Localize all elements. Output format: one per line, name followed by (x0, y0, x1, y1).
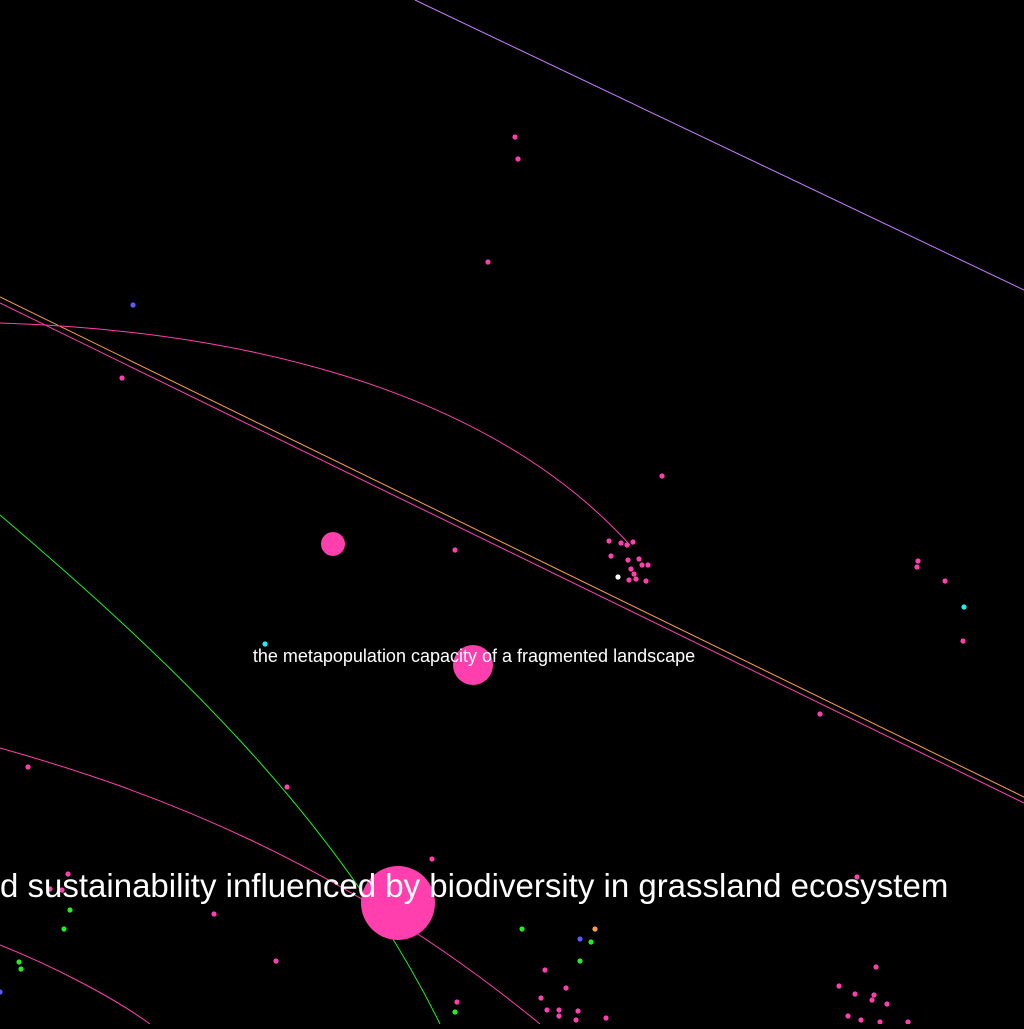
node-small[interactable] (914, 564, 920, 570)
node-small[interactable] (845, 1013, 851, 1019)
node-small[interactable] (628, 566, 634, 572)
node-small[interactable] (577, 958, 583, 964)
node-metapopulation[interactable] (453, 645, 493, 685)
node-small[interactable] (515, 156, 521, 162)
node-small[interactable] (556, 1013, 562, 1019)
node-small[interactable] (817, 711, 823, 717)
node-small[interactable] (130, 302, 136, 308)
node-small[interactable] (618, 540, 624, 546)
node-small[interactable] (852, 991, 858, 997)
node-small[interactable] (869, 997, 875, 1003)
node-small[interactable] (556, 1007, 562, 1013)
edge-violet (414, 0, 1024, 291)
edge-green-curve (0, 514, 441, 1025)
node-small[interactable] (429, 856, 435, 862)
node-small[interactable] (626, 577, 632, 583)
node-small[interactable] (519, 926, 525, 932)
node-label-grassland: d sustainability influenced by biodivers… (0, 867, 948, 904)
node-small[interactable] (942, 578, 948, 584)
node-small[interactable] (905, 1019, 911, 1025)
node-label-metapopulation: the metapopulation capacity of a fragmen… (253, 646, 695, 666)
node-small[interactable] (454, 999, 460, 1005)
node-small[interactable] (659, 473, 665, 479)
node-small[interactable] (59, 887, 65, 893)
node-small[interactable] (606, 538, 612, 544)
node-small[interactable] (485, 259, 491, 265)
node-small[interactable] (630, 539, 636, 545)
node-small[interactable] (871, 992, 877, 998)
node-small[interactable] (636, 556, 642, 562)
node-small[interactable] (884, 1001, 890, 1007)
node-small[interactable] (639, 562, 645, 568)
node-small[interactable] (633, 576, 639, 582)
node-small[interactable] (273, 958, 279, 964)
node-small[interactable] (18, 966, 24, 972)
node-small[interactable] (452, 547, 458, 553)
node-small[interactable] (643, 578, 649, 584)
node-small[interactable] (960, 638, 966, 644)
node-small[interactable] (624, 542, 630, 548)
node-small[interactable] (65, 871, 71, 877)
node-small[interactable] (608, 553, 614, 559)
large-nodes (321, 532, 493, 940)
edge-pink-straight (0, 302, 1024, 804)
node-small[interactable] (262, 641, 268, 647)
node-small[interactable] (61, 926, 67, 932)
node-small[interactable] (544, 1007, 550, 1013)
edge-pink-curve-corner (0, 944, 151, 1025)
node-small[interactable] (563, 985, 569, 991)
node-small[interactable] (877, 1019, 883, 1025)
node-small[interactable] (575, 1008, 581, 1014)
node-small[interactable] (577, 936, 583, 942)
node-small[interactable] (631, 571, 637, 577)
node-small[interactable] (615, 574, 621, 580)
node-small[interactable] (645, 562, 651, 568)
node-small[interactable] (47, 886, 53, 892)
node-small[interactable] (915, 558, 921, 564)
node-small[interactable] (25, 764, 31, 770)
node-grassland[interactable] (361, 866, 435, 940)
node-small[interactable] (67, 907, 73, 913)
node-small[interactable] (961, 604, 967, 610)
node-small[interactable] (603, 1015, 609, 1021)
node-small[interactable] (284, 784, 290, 790)
edge-pink-curve-top (0, 322, 631, 546)
edge-orange (0, 296, 1024, 798)
node-small[interactable] (538, 995, 544, 1001)
node-small[interactable] (512, 134, 518, 140)
node-small[interactable] (211, 911, 217, 917)
node-medium[interactable] (321, 532, 345, 556)
node-small[interactable] (588, 939, 594, 945)
node-small[interactable] (452, 1009, 458, 1015)
node-small[interactable] (119, 375, 125, 381)
node-small[interactable] (573, 1017, 579, 1023)
node-small[interactable] (873, 964, 879, 970)
edge-pink-curve-bottom (0, 747, 541, 1025)
node-small[interactable] (625, 557, 631, 563)
node-small[interactable] (0, 989, 3, 995)
node-small[interactable] (854, 874, 860, 880)
node-small[interactable] (16, 959, 22, 965)
node-small[interactable] (542, 967, 548, 973)
node-small[interactable] (836, 983, 842, 989)
node-small[interactable] (592, 926, 598, 932)
node-small[interactable] (858, 1017, 864, 1023)
small-nodes (0, 134, 967, 1025)
